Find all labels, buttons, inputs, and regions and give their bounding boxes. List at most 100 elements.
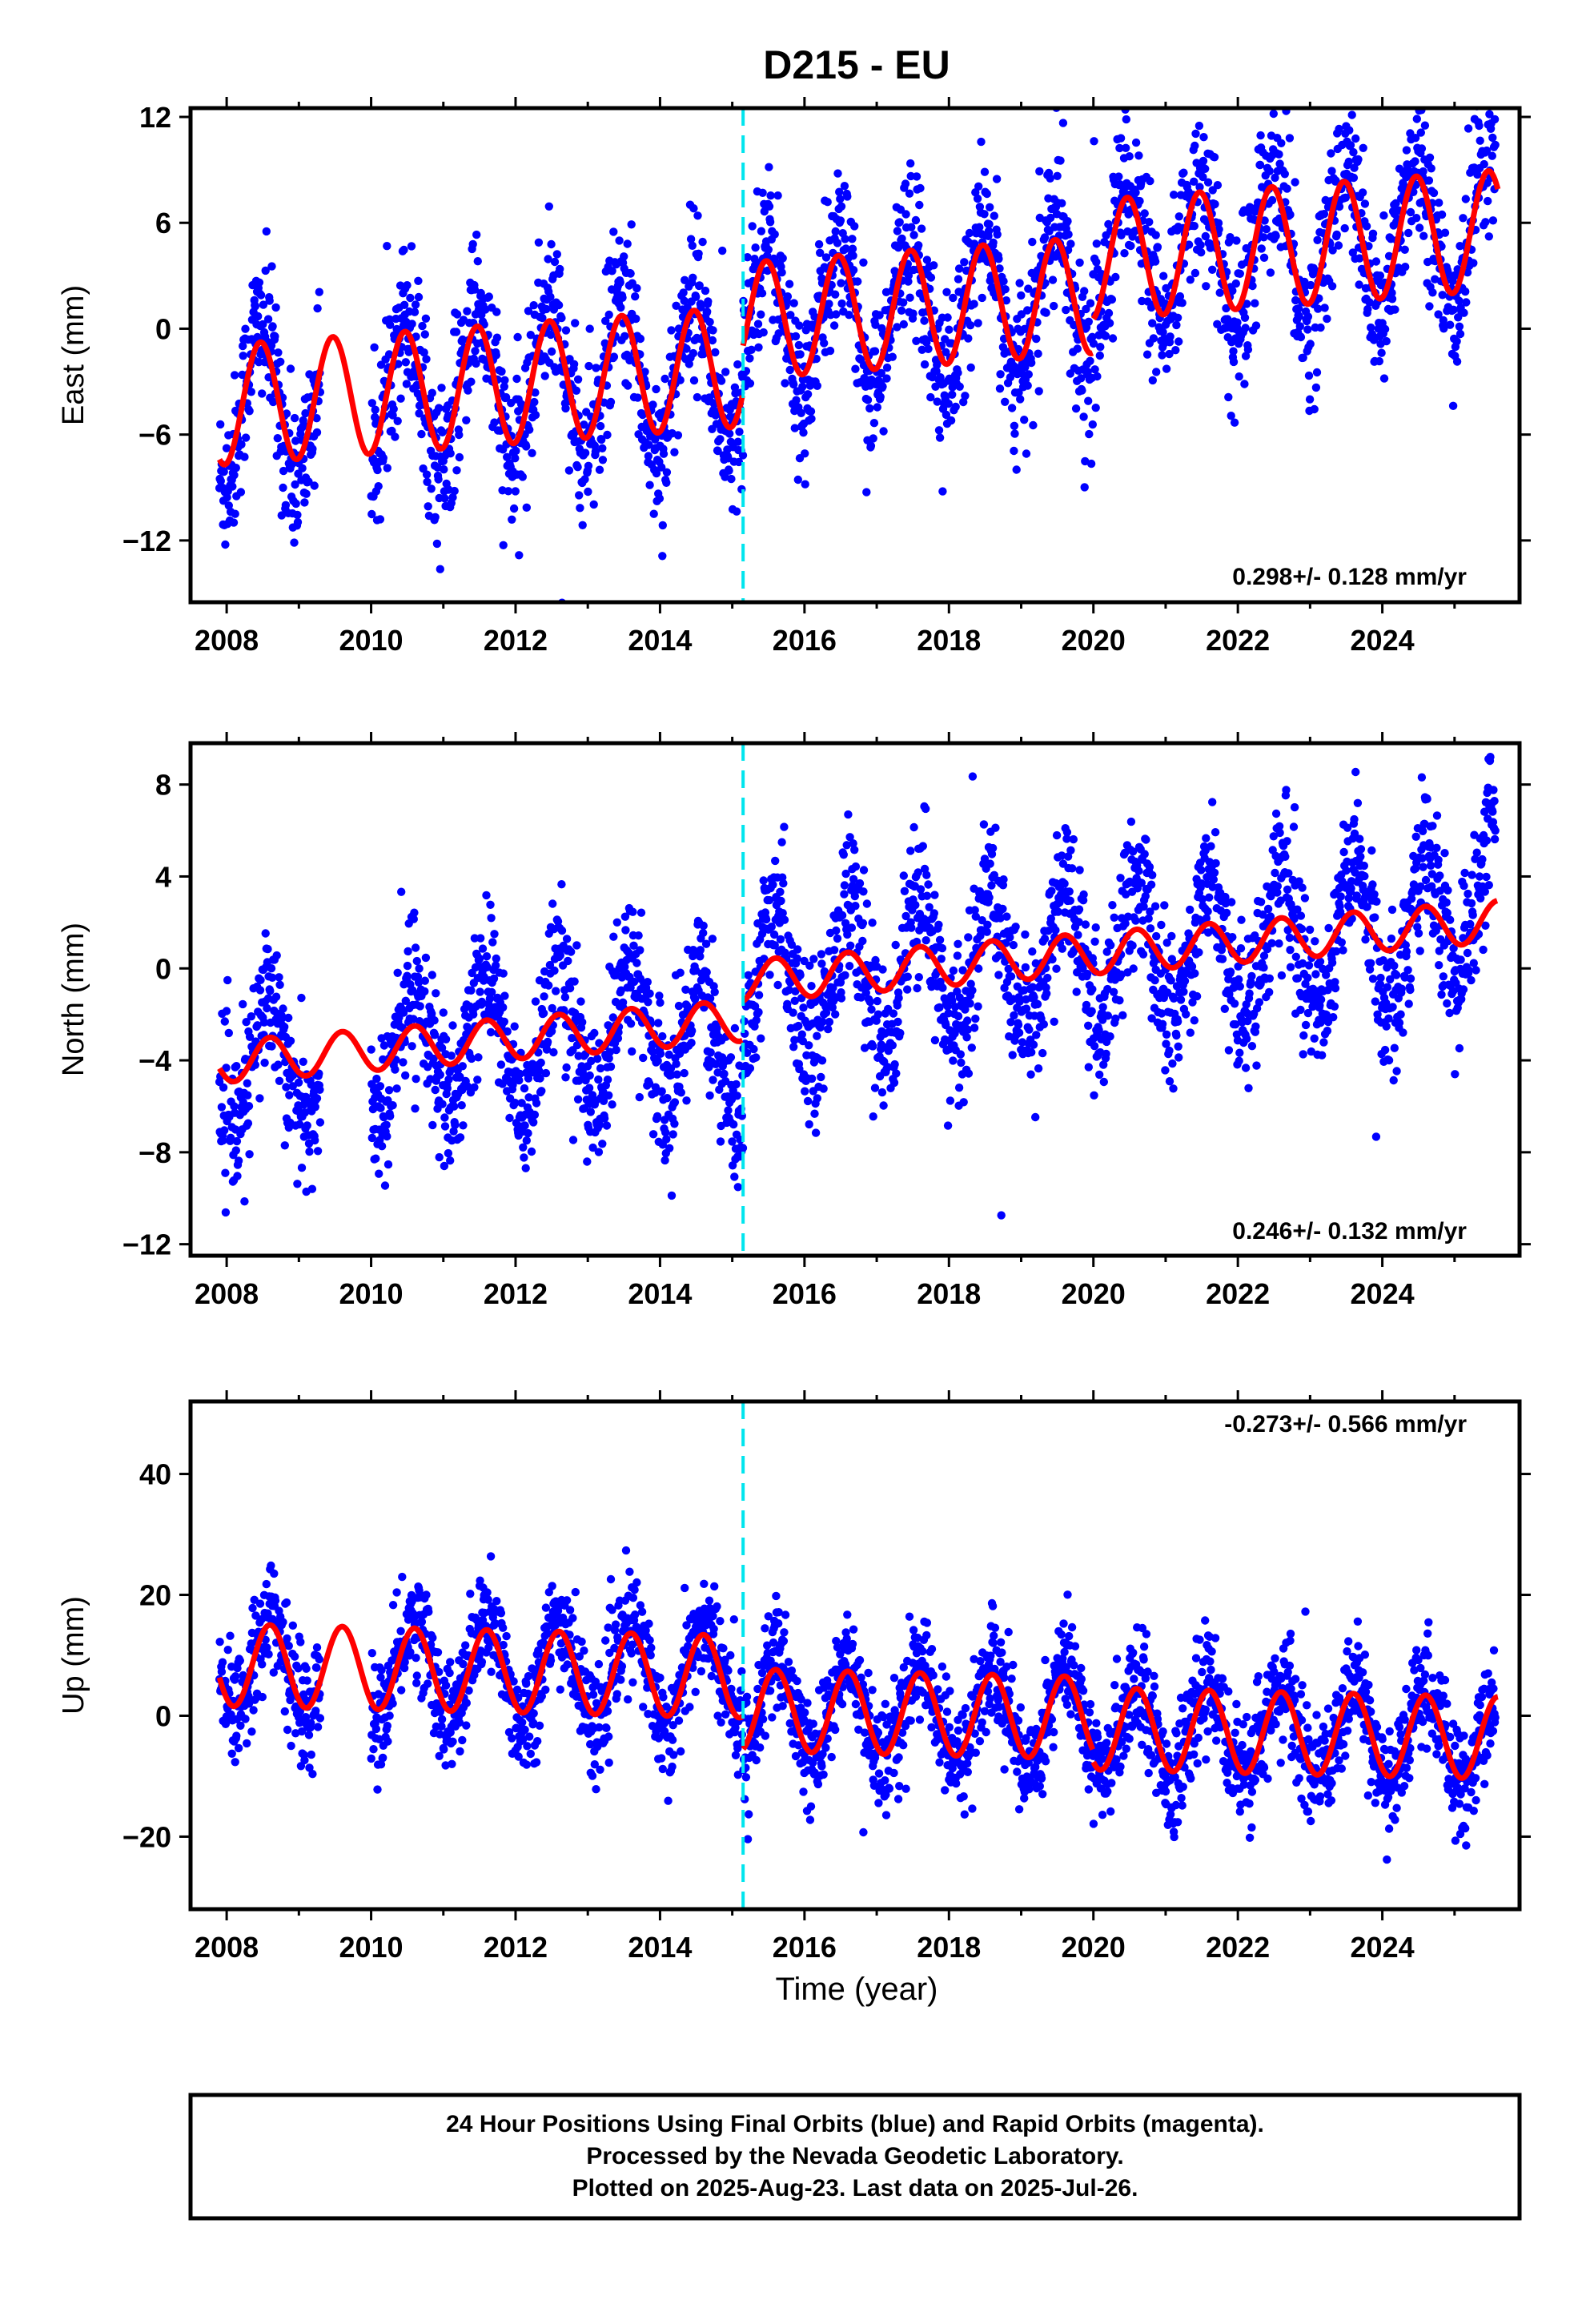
east-data-point (862, 488, 871, 497)
east-data-point (916, 183, 925, 193)
north-data-point (242, 1018, 251, 1027)
north-data-point (672, 1059, 681, 1068)
north-data-point (1087, 1007, 1096, 1015)
north-data-point (383, 1160, 393, 1169)
north-data-point (1015, 997, 1024, 1006)
east-data-point (1382, 336, 1391, 346)
east-data-point (1406, 207, 1415, 217)
east-data-point (1484, 232, 1494, 241)
north-data-point (636, 908, 646, 917)
north-data-point (1062, 828, 1072, 837)
east-data-point (709, 326, 717, 335)
north-data-point (1162, 939, 1171, 947)
north-data-point (486, 1027, 496, 1037)
north-data-point (467, 986, 476, 995)
east-data-point (904, 271, 913, 280)
east-data-point (1035, 167, 1044, 176)
east-data-point (1312, 368, 1322, 377)
north-data-point (1220, 1004, 1230, 1014)
north-data-point (674, 1001, 684, 1011)
north-data-point (492, 961, 500, 970)
north-data-point (894, 994, 903, 1003)
north-data-point (935, 1003, 944, 1012)
north-data-point (985, 893, 994, 903)
east-data-point (511, 454, 520, 463)
north-data-point (299, 1057, 307, 1067)
east-data-point (721, 368, 730, 376)
north-data-point (261, 929, 270, 938)
east-data-point (618, 293, 627, 302)
east-data-point (375, 515, 385, 524)
north-data-point (733, 1092, 741, 1100)
east-data-point (531, 411, 540, 420)
east-data-point (1104, 219, 1113, 229)
north-data-point (862, 899, 872, 908)
east-rate-label: 0.298+/- 0.128 mm/yr (1232, 564, 1467, 590)
north-data-point (889, 1009, 898, 1018)
east-data-point (945, 325, 954, 334)
north-data-point (232, 1062, 241, 1071)
north-data-point (987, 881, 996, 890)
east-data-point (422, 470, 432, 479)
east-data-point (1368, 229, 1378, 238)
east-data-point (1480, 159, 1488, 169)
north-data-point (865, 997, 875, 1007)
north-data-point (562, 1063, 571, 1072)
north-data-point (1158, 1019, 1167, 1029)
east-data-point (1485, 110, 1494, 119)
east-data-point (1166, 332, 1174, 341)
east-data-point (836, 216, 845, 225)
east-data-point (1365, 298, 1374, 307)
north-data-point (1091, 923, 1100, 932)
east-data-point (970, 239, 979, 248)
north-data-point (1168, 1059, 1177, 1068)
north-data-point (1027, 1047, 1036, 1057)
east-data-point (1305, 395, 1315, 404)
east-data-point (1240, 313, 1250, 322)
north-data-point (851, 862, 861, 871)
east-data-point (1425, 302, 1434, 311)
north-data-point (1026, 1070, 1035, 1079)
east-data-point (1400, 245, 1409, 254)
east-data-point (1391, 199, 1400, 207)
east-data-points (215, 108, 1500, 602)
east-data-point (1169, 191, 1178, 199)
north-data-point (284, 1013, 293, 1023)
north-data-point (620, 963, 629, 971)
east-data-point (932, 367, 941, 376)
north-data-point (440, 1113, 449, 1122)
north-data-point (430, 1016, 439, 1025)
east-data-point (915, 200, 924, 210)
north-data-point (682, 1096, 691, 1105)
east-data-point (1024, 370, 1034, 379)
north-data-point (1126, 817, 1136, 826)
north-data-point (1131, 916, 1140, 925)
north-data-point (754, 1007, 763, 1017)
east-data-point (615, 236, 624, 245)
east-data-point (1354, 155, 1363, 164)
east-data-point (954, 264, 964, 273)
east-data-point (1195, 121, 1204, 131)
north-data-point (548, 899, 557, 908)
north-data-point (380, 1181, 390, 1190)
north-data-point (403, 971, 412, 980)
north-data-point (858, 919, 868, 928)
north-data-point (303, 1121, 311, 1130)
north-data-point (587, 1056, 596, 1066)
east-data-point (400, 245, 408, 255)
east-x-tick-label: 2018 (917, 624, 981, 657)
north-data-point (805, 1041, 813, 1050)
east-data-point (1232, 236, 1241, 245)
north-data-point (520, 1121, 529, 1130)
north-data-point (629, 941, 638, 951)
north-data-point (677, 1088, 685, 1097)
east-data-point (1172, 320, 1181, 330)
east-data-point (1464, 124, 1473, 133)
east-data-point (554, 300, 564, 310)
north-data-point (534, 1048, 543, 1057)
north-data-point (651, 1083, 661, 1092)
east-data-point (267, 262, 276, 271)
east-data-point (1152, 368, 1161, 376)
north-data-point (256, 975, 265, 985)
north-data-point (1066, 896, 1075, 905)
